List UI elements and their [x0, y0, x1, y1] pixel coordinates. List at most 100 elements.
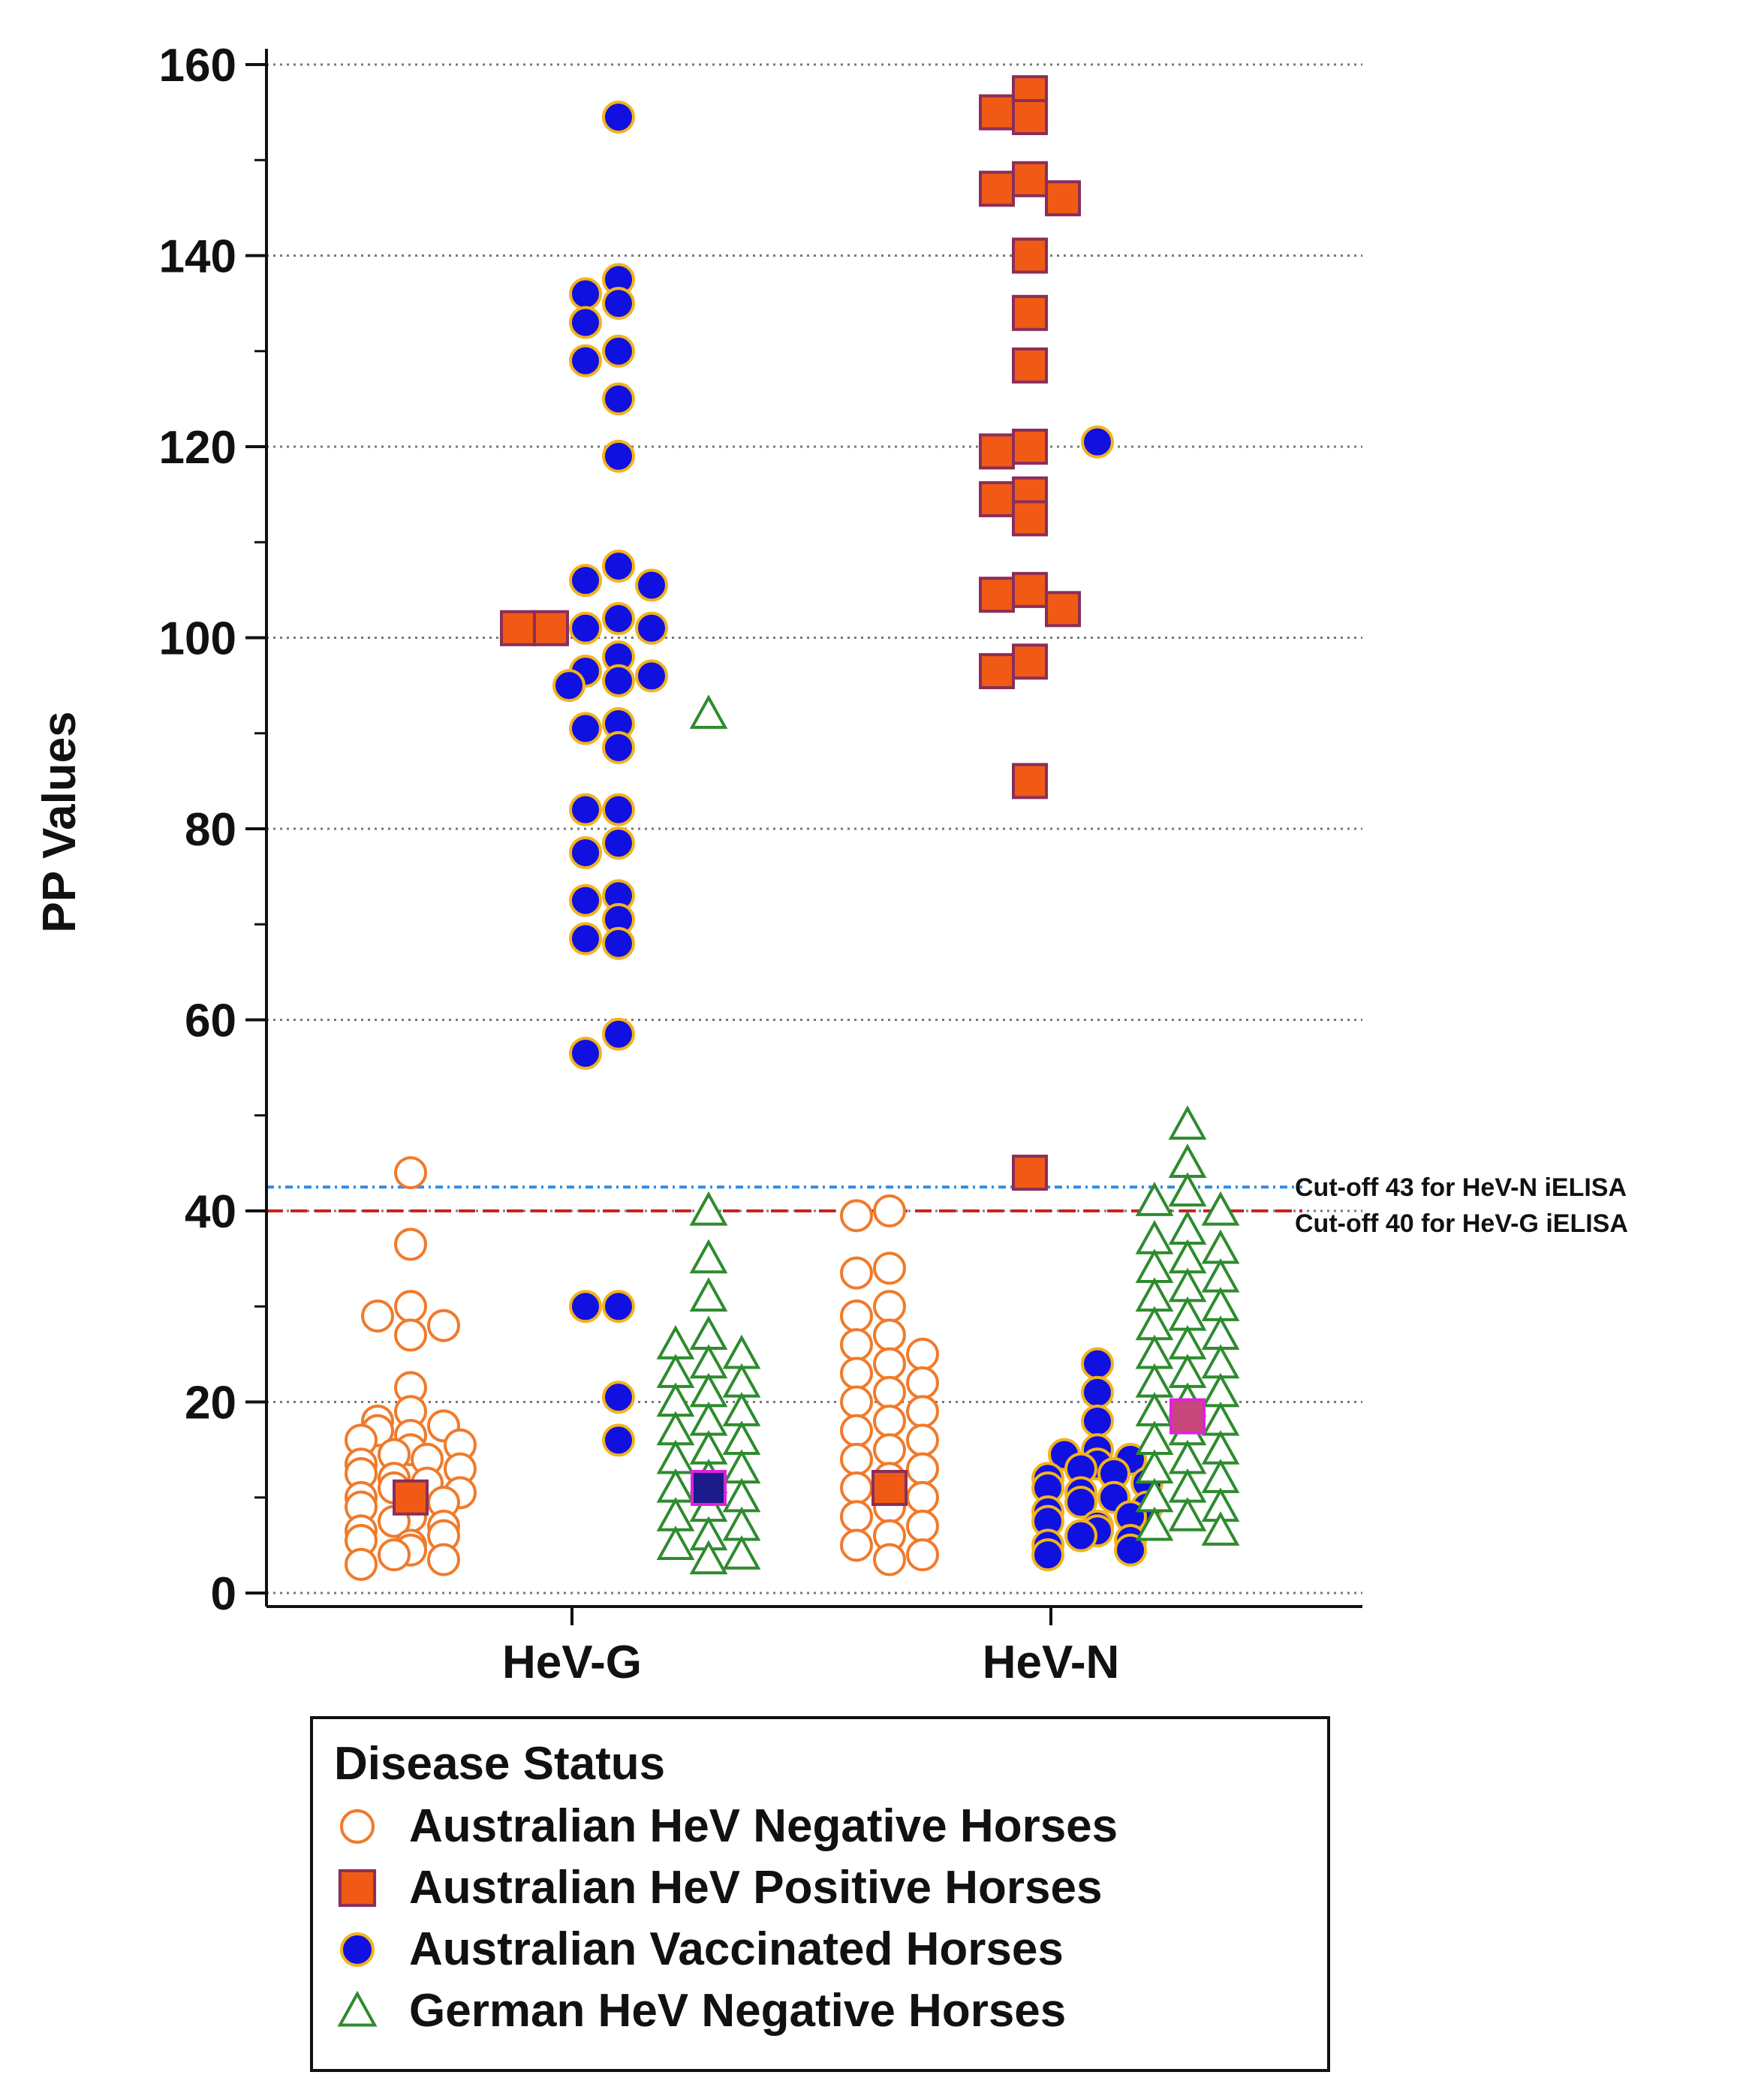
- data-point: [635, 611, 668, 645]
- data-points: [345, 75, 1240, 1581]
- data-point: [602, 1381, 635, 1414]
- data-point: [906, 1480, 939, 1514]
- data-point: [840, 1299, 873, 1333]
- data-point: [1201, 1511, 1240, 1546]
- data-point: [656, 1439, 695, 1474]
- data-point: [569, 1037, 602, 1071]
- data-point: [906, 1509, 939, 1543]
- data-point: [569, 1290, 602, 1324]
- data-point: [1201, 1372, 1240, 1408]
- data-point: [840, 1385, 873, 1419]
- data-point: [1135, 1248, 1174, 1283]
- data-point: [1081, 1347, 1114, 1381]
- data-point: [1012, 237, 1048, 274]
- data-point: [906, 1452, 939, 1486]
- data-point: [1201, 1459, 1240, 1493]
- data-point: [689, 1344, 728, 1379]
- data-point: [569, 306, 602, 339]
- legend-marker: [340, 1932, 375, 1967]
- legend: Disease Status Australian HeV Negative H…: [310, 1716, 1330, 2072]
- data-point: [1012, 294, 1048, 331]
- data-point: [979, 433, 1015, 470]
- data-point: [1135, 1392, 1174, 1426]
- data-point: [1012, 500, 1048, 537]
- data-point: [361, 1299, 394, 1333]
- data-point: [840, 1256, 873, 1290]
- data-point: [533, 610, 569, 646]
- data-point: [840, 1357, 873, 1390]
- data-point: [1135, 1506, 1174, 1541]
- data-point: [979, 577, 1015, 613]
- data-point: [1201, 1315, 1240, 1351]
- data-point: [602, 1017, 635, 1051]
- data-point: [569, 793, 602, 827]
- data-point: [378, 1538, 411, 1572]
- data-point: [569, 611, 602, 645]
- data-point: [979, 653, 1015, 690]
- data-point: [1201, 1257, 1240, 1293]
- data-point: [602, 287, 635, 321]
- data-point: [602, 439, 635, 473]
- data-point: [689, 1191, 728, 1226]
- data-point: [722, 1392, 761, 1426]
- mean-marker: [1169, 1398, 1206, 1435]
- data-point: [1135, 1334, 1174, 1369]
- data-point: [394, 1227, 427, 1261]
- data-point: [840, 1528, 873, 1562]
- data-point: [840, 1199, 873, 1233]
- data-point: [873, 1290, 906, 1324]
- data-point: [1168, 1239, 1207, 1274]
- data-point: [840, 1414, 873, 1447]
- data-point: [906, 1423, 939, 1457]
- data-point: [602, 550, 635, 583]
- data-point: [656, 1497, 695, 1531]
- legend-label: Australian HeV Positive Horses: [409, 1862, 1102, 1914]
- data-point: [569, 884, 602, 917]
- data-point: [873, 1251, 906, 1285]
- data-point: [1114, 1533, 1147, 1567]
- data-point: [689, 1277, 728, 1312]
- x-category-label: HeV-G: [502, 1637, 642, 1688]
- data-point: [689, 1540, 728, 1575]
- data-point: [873, 1318, 906, 1352]
- legend-marker: [337, 1990, 378, 2027]
- legend-marker: [340, 1809, 375, 1844]
- cutoff-lines: [266, 1185, 1302, 1212]
- data-point: [722, 1449, 761, 1484]
- data-point: [500, 610, 536, 646]
- data-point: [1168, 1143, 1207, 1178]
- data-point: [1168, 1354, 1207, 1388]
- data-point: [689, 694, 728, 729]
- data-point: [1201, 1430, 1240, 1465]
- data-point: [1012, 763, 1048, 800]
- legend-label: Australian HeV Negative Horses: [409, 1800, 1118, 1852]
- data-point: [656, 1525, 695, 1560]
- data-point: [602, 334, 635, 368]
- data-point: [656, 1411, 695, 1446]
- data-point: [840, 1471, 873, 1505]
- data-point: [345, 1547, 378, 1581]
- data-point: [394, 1156, 427, 1190]
- data-point: [656, 1468, 695, 1503]
- data-point: [1135, 1277, 1174, 1312]
- data-point: [1135, 1182, 1174, 1216]
- data-point: [602, 793, 635, 827]
- data-point: [1012, 98, 1048, 135]
- data-point: [427, 1309, 460, 1342]
- data-point: [1201, 1191, 1240, 1226]
- y-tick-labels: 0 20 40 60 80 100 120 140 160: [159, 40, 266, 1620]
- data-point: [906, 1538, 939, 1572]
- data-point: [569, 712, 602, 745]
- data-point: [840, 1328, 873, 1362]
- data-point: [1168, 1325, 1207, 1360]
- data-point: [722, 1477, 761, 1513]
- data-point: [1168, 1210, 1207, 1245]
- x-category-labels: HeV-G HeV-N: [502, 1607, 1119, 1688]
- data-point: [722, 1420, 761, 1455]
- y-tick-label: 20: [185, 1378, 236, 1429]
- data-point: [873, 1404, 906, 1438]
- data-point: [906, 1366, 939, 1400]
- data-point: [840, 1500, 873, 1534]
- data-point: [602, 1423, 635, 1457]
- data-point: [1031, 1538, 1064, 1572]
